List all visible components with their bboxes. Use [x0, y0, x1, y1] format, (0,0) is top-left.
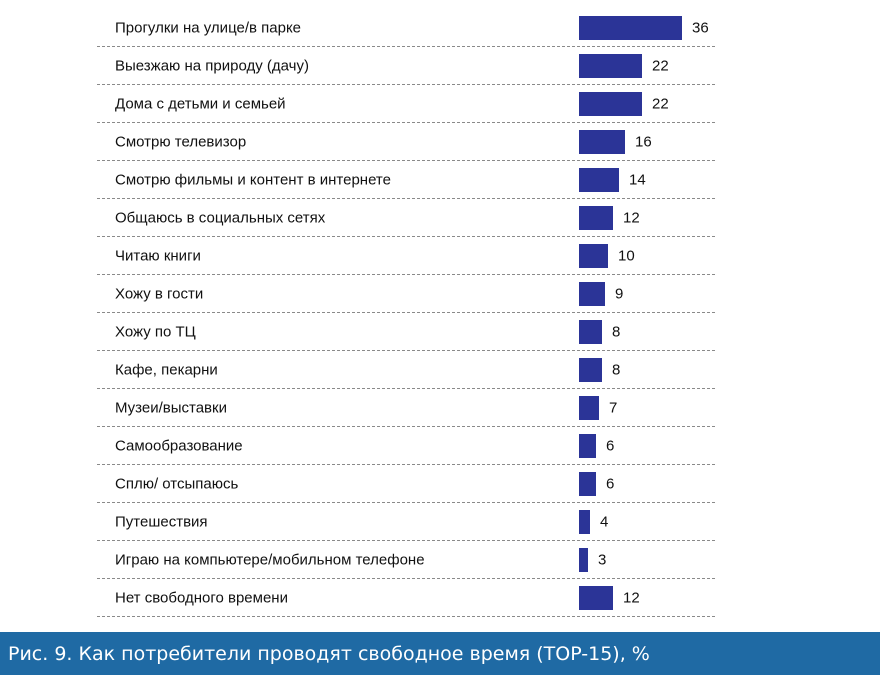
chart-row: Выезжаю на природу (дачу) 22 — [97, 47, 715, 85]
bar — [579, 54, 642, 78]
bar — [579, 434, 596, 458]
bar — [579, 396, 599, 420]
category-label: Прогулки на улице/в парке — [115, 19, 302, 36]
data-label: 7 — [609, 399, 618, 416]
data-label: 14 — [629, 171, 646, 188]
chart-row: Музеи/выставки 7 — [97, 389, 715, 427]
category-label: Смотрю фильмы и контент в интернете — [115, 171, 391, 188]
data-label: 4 — [600, 513, 609, 530]
chart-row: Общаюсь в социальных сетях 12 — [97, 199, 715, 237]
data-label: 12 — [623, 589, 640, 606]
chart-row: Хожу по ТЦ 8 — [97, 313, 715, 351]
bar — [579, 130, 625, 154]
data-label: 22 — [652, 57, 669, 74]
data-label: 3 — [598, 551, 607, 568]
bar — [579, 168, 619, 192]
chart-row: Играю на компьютере/мобильном телефоне 3 — [97, 541, 715, 579]
category-label: Смотрю телевизор — [115, 133, 247, 150]
bar — [579, 510, 590, 534]
figure-caption-bar: Рис. 9. Как потребители проводят свободн… — [0, 632, 880, 675]
chart-row: Сплю/ отсыпаюсь 6 — [97, 465, 715, 503]
bar — [579, 472, 596, 496]
chart-row: Кафе, пекарни 8 — [97, 351, 715, 389]
chart-row: Прогулки на улице/в парке 36 — [97, 9, 715, 47]
data-label: 9 — [615, 285, 624, 302]
category-label: Выезжаю на природу (дачу) — [115, 57, 309, 74]
data-label: 36 — [692, 19, 709, 36]
category-label: Хожу в гости — [115, 285, 204, 302]
data-label: 12 — [623, 209, 640, 226]
category-label: Музеи/выставки — [115, 399, 227, 416]
chart-row: Путешествия 4 — [97, 503, 715, 541]
bar — [579, 548, 588, 572]
chart-row: Самообразование 6 — [97, 427, 715, 465]
data-label: 8 — [612, 361, 621, 378]
chart-row: Смотрю телевизор 16 — [97, 123, 715, 161]
category-label: Сплю/ отсыпаюсь — [115, 475, 239, 492]
category-label: Путешествия — [115, 513, 208, 530]
category-label: Читаю книги — [115, 247, 201, 264]
chart-row: Нет свободного времени 12 — [97, 579, 715, 617]
bar — [579, 16, 682, 40]
figure-caption: Рис. 9. Как потребители проводят свободн… — [8, 642, 650, 665]
category-label: Кафе, пекарни — [115, 361, 218, 378]
data-label: 6 — [606, 475, 615, 492]
chart-row: Хожу в гости 9 — [97, 275, 715, 313]
bar — [579, 206, 613, 230]
category-label: Нет свободного времени — [115, 589, 288, 606]
bar — [579, 92, 642, 116]
category-label: Общаюсь в социальных сетях — [115, 209, 326, 226]
bar — [579, 586, 613, 610]
bar-chart: Прогулки на улице/в парке 36 Выезжаю на пр… — [97, 9, 715, 617]
category-label: Хожу по ТЦ — [115, 323, 196, 340]
bar — [579, 320, 602, 344]
data-label: 6 — [606, 437, 615, 454]
chart-row: Дома с детьми и семьей 22 — [97, 85, 715, 123]
data-label: 10 — [618, 247, 635, 264]
bar — [579, 358, 602, 382]
chart-row: Читаю книги 10 — [97, 237, 715, 275]
category-label: Самообразование — [115, 437, 243, 454]
data-label: 22 — [652, 95, 669, 112]
bar — [579, 244, 608, 268]
chart-row: Смотрю фильмы и контент в интернете 14 — [97, 161, 715, 199]
category-label: Играю на компьютере/мобильном телефоне — [115, 551, 425, 568]
category-label: Дома с детьми и семьей — [115, 95, 286, 112]
bar — [579, 282, 605, 306]
data-label: 8 — [612, 323, 621, 340]
data-label: 16 — [635, 133, 652, 150]
